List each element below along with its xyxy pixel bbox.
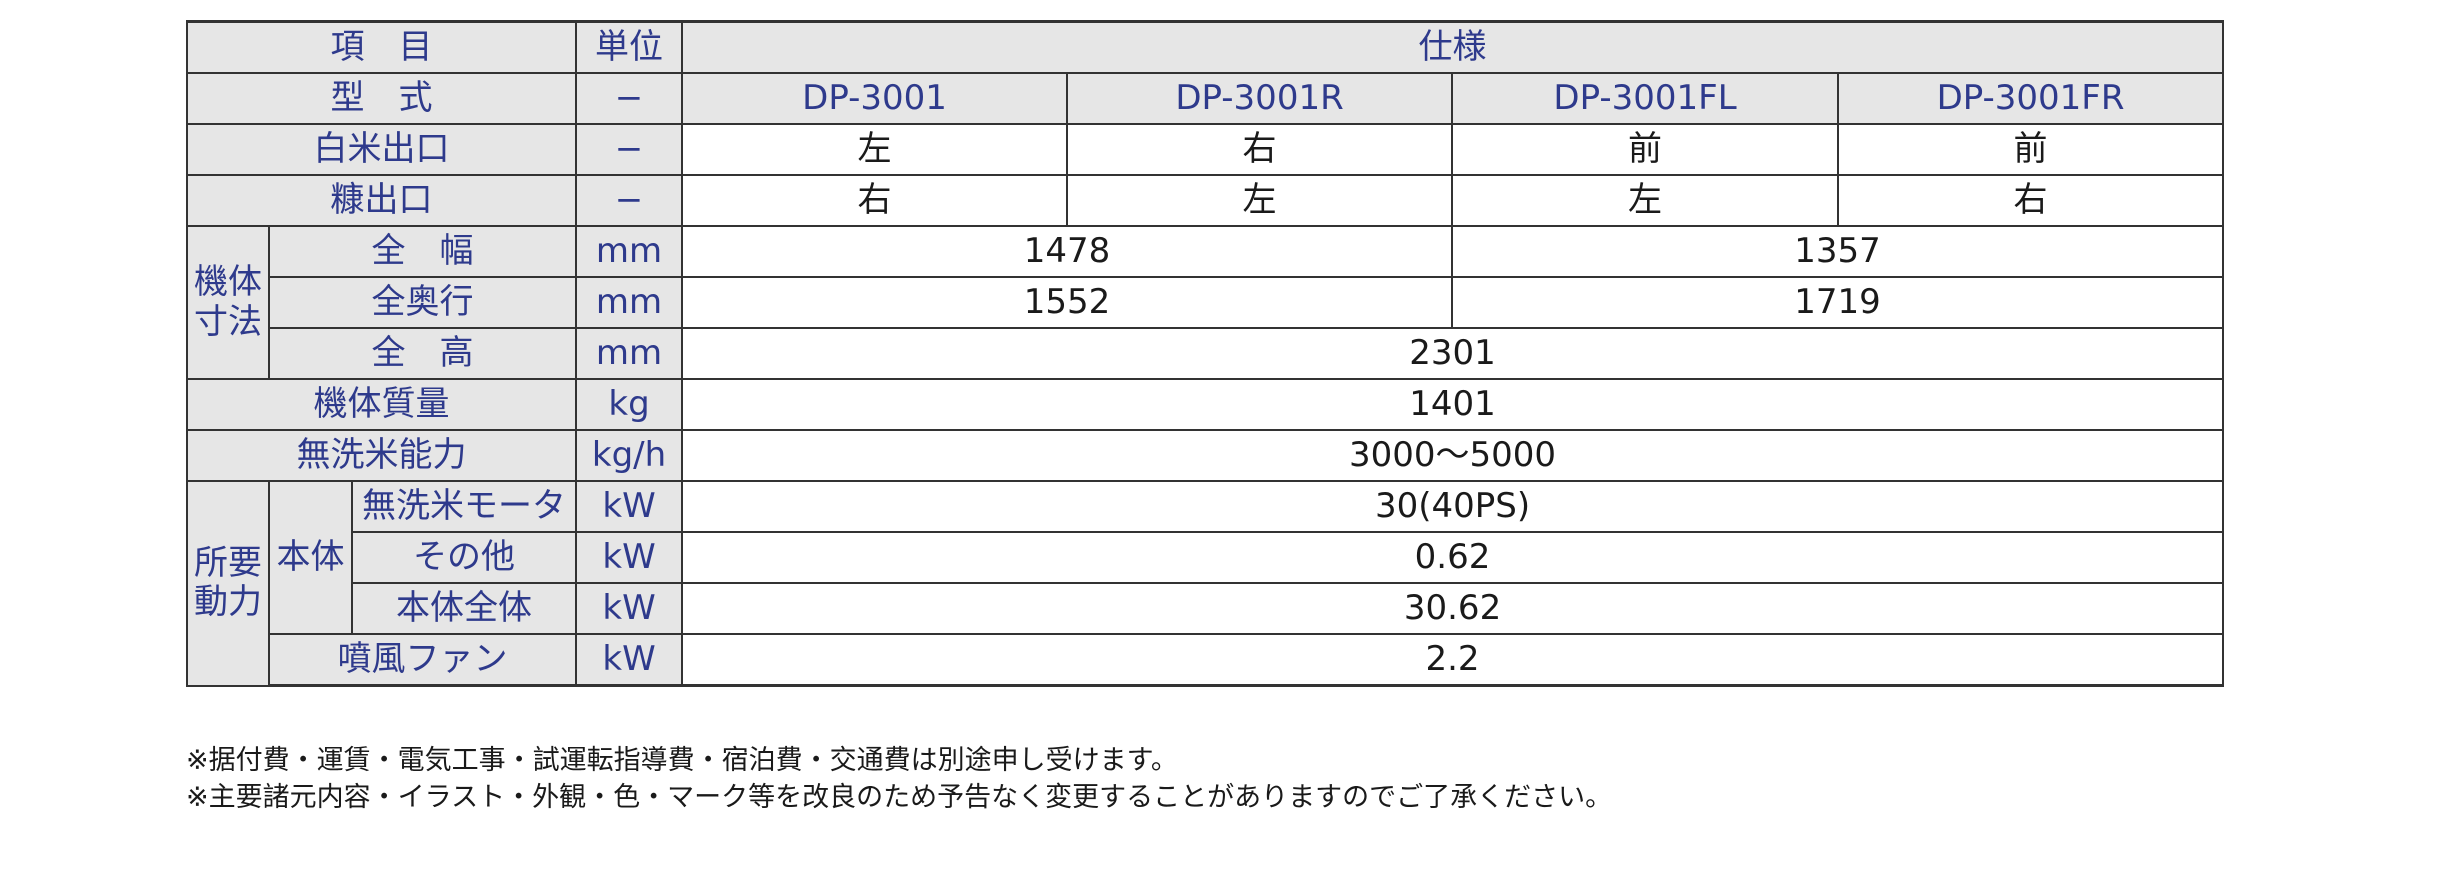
row-unit-model: −: [575, 72, 684, 125]
row-label-body-total: 本体全体: [350, 582, 578, 635]
table-row-body-total: 本体全体 kW 30.62: [187, 582, 2225, 635]
value-cell: 1552: [681, 276, 1454, 329]
row-label-other: その他: [350, 531, 578, 584]
table-row-motor: 所要動力 本体 無洗米モータ kW 30(40PS): [186, 480, 2225, 687]
model-cell: DP-3001FL: [1451, 72, 1840, 125]
model-cell: DP-3001: [681, 72, 1069, 125]
value-cell: 2.2: [681, 633, 2225, 687]
value-cell: 前: [1837, 123, 2225, 176]
value-cell: 右: [1066, 123, 1454, 176]
header-spec: 仕様: [681, 20, 2225, 74]
row-unit-mass: kg: [575, 378, 684, 431]
group-label-dimensions: 機体寸法: [186, 225, 270, 380]
value-cell: 30(40PS): [681, 480, 2225, 533]
table-row-width: 機体寸法 全 幅 mm 1478 1357: [186, 225, 2225, 380]
table-row-bran-outlet: 糠出口 − 右 左 左 右: [185, 174, 2225, 227]
row-label-width: 全 幅: [267, 225, 578, 278]
group-label-body: 本体: [268, 480, 353, 635]
table-row-model: 型 式 − DP-3001 DP-3001R DP-3001FL DP-3001…: [185, 72, 2225, 125]
value-cell: 30.62: [681, 582, 2225, 635]
value-cell: 2301: [681, 327, 2225, 380]
row-label-fan: 噴風ファン: [267, 633, 578, 687]
row-unit-width: mm: [575, 225, 684, 278]
table-row-depth: 全奥行 mm 1552 1719: [187, 276, 2225, 329]
table-row-fan: 噴風ファン kW 2.2: [187, 633, 2225, 687]
table-row-other: その他 kW 0.62: [187, 531, 2225, 584]
table-row-mass: 機体質量 kg 1401: [185, 378, 2225, 431]
value-cell: 右: [681, 174, 1069, 227]
value-cell: 前: [1451, 123, 1840, 176]
row-unit-capacity: kg/h: [575, 429, 684, 482]
spec-table: 項 目 単位 仕様 型 式 − DP-3001 DP-3001R DP-3001…: [185, 20, 2225, 687]
row-label-capacity: 無洗米能力: [185, 429, 578, 482]
row-label-mass: 機体質量: [185, 378, 578, 431]
table-row-capacity: 無洗米能力 kg/h 3000〜5000: [185, 429, 2225, 482]
group-label-power: 所要動力: [186, 480, 270, 687]
row-unit-fan: kW: [575, 633, 684, 687]
value-cell: 3000〜5000: [681, 429, 2225, 482]
note-line: ※主要諸元内容・イラスト・外観・色・マーク等を改良のため予告なく変更することがあ…: [186, 782, 1613, 813]
header-unit: 単位: [575, 20, 684, 74]
row-label-depth: 全奥行: [267, 276, 578, 329]
value-cell: 右: [1837, 174, 2225, 227]
row-label-motor: 無洗米モータ: [350, 480, 578, 533]
value-cell: 左: [681, 123, 1069, 176]
note-line: ※据付費・運賃・電気工事・試運転指導費・宿泊費・交通費は別途申し受けます。: [186, 745, 1178, 776]
value-cell: 1357: [1451, 225, 2225, 278]
header-item: 項 目: [185, 20, 578, 74]
row-unit-rice-outlet: −: [575, 123, 684, 176]
value-cell: 1401: [681, 378, 2225, 431]
row-unit-bran-outlet: −: [575, 174, 684, 227]
value-cell: 1719: [1451, 276, 2225, 329]
row-label-height: 全 高: [267, 327, 578, 380]
value-cell: 1478: [681, 225, 1454, 278]
row-label-model: 型 式: [185, 72, 578, 125]
table-row-rice-outlet: 白米出口 − 左 右 前 前: [185, 123, 2225, 176]
value-cell: 左: [1451, 174, 1840, 227]
row-label-rice-outlet: 白米出口: [185, 123, 578, 176]
row-unit-depth: mm: [575, 276, 684, 329]
row-unit-other: kW: [575, 531, 684, 584]
row-unit-motor: kW: [575, 480, 684, 533]
row-label-bran-outlet: 糠出口: [185, 174, 578, 227]
value-cell: 0.62: [681, 531, 2225, 584]
table-row-height: 全 高 mm 2301: [187, 327, 2225, 380]
model-cell: DP-3001R: [1066, 72, 1454, 125]
table-row-header: 項 目 単位 仕様: [185, 20, 2225, 74]
value-cell: 左: [1066, 174, 1454, 227]
row-unit-height: mm: [575, 327, 684, 380]
model-cell: DP-3001FR: [1837, 72, 2225, 125]
row-unit-body-total: kW: [575, 582, 684, 635]
notes: ※据付費・運賃・電気工事・試運転指導費・宿泊費・交通費は別途申し受けます。 ※主…: [186, 742, 1612, 816]
